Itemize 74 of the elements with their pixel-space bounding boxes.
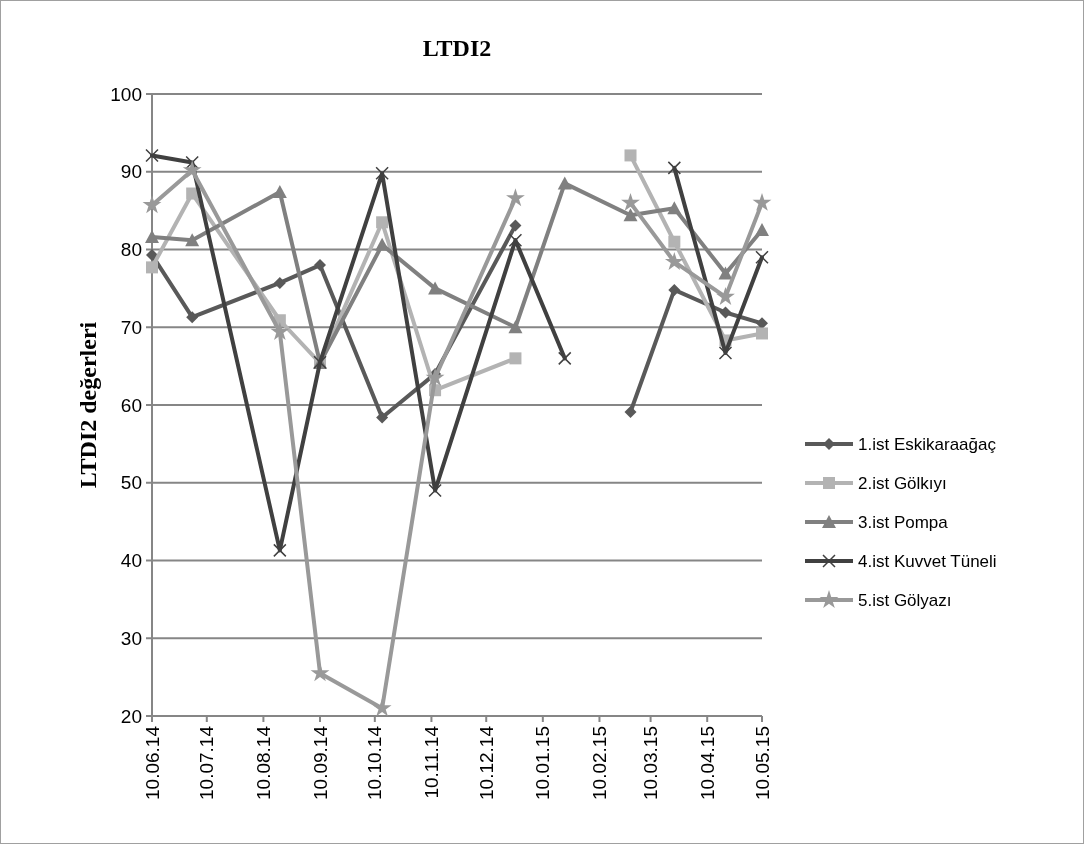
y-tick-label: 40 [120,550,142,572]
y-tick-label: 100 [110,83,142,105]
point [558,351,572,366]
point [142,195,162,214]
y-tick-label: 60 [120,394,142,416]
point [667,201,682,215]
point [752,192,772,211]
point [314,259,327,272]
point [186,187,199,200]
point [425,367,445,386]
point [273,276,286,289]
legend-label: 5.ist Gölyazı [858,590,952,610]
point [624,406,637,418]
point [664,252,684,270]
point [624,149,637,162]
x-tick-label: 10.09.14 [309,725,331,800]
x-tick-label: 10.05.15 [751,726,773,800]
y-tick-label: 30 [120,627,142,649]
legend-label: 2.ist Gölkıyı [858,473,947,493]
x-tick-label: 10.08.14 [253,725,275,800]
x-tick-label: 10.04.15 [696,726,718,800]
point [376,411,389,424]
point [509,352,522,365]
legend-label: 3.ist Pompa [858,512,949,532]
y-tick-label: 50 [120,472,142,494]
point [375,166,389,181]
point [272,184,287,198]
point [146,261,158,274]
x-tick-label: 10.07.14 [196,725,218,800]
point [621,192,640,211]
point [273,543,287,558]
point [716,287,735,305]
point [509,219,522,232]
x-tick-label: 10.11.14 [421,725,443,799]
x-tick-label: 10.10.14 [364,725,386,800]
point [718,346,733,360]
point [270,322,290,340]
point [372,698,392,717]
point [719,306,732,319]
point [508,233,523,247]
chart-title: LTDI2 [422,35,492,61]
point [557,176,572,190]
point [428,281,443,295]
point [623,208,638,222]
point [145,148,159,163]
point [668,283,681,296]
y-tick-label: 20 [120,705,142,727]
point [186,311,199,324]
y-tick-label: 90 [120,161,142,183]
point [508,320,523,334]
legend-label: 1.ist Eskikaraağaç [858,434,997,454]
point [185,155,199,170]
point [755,250,769,265]
y-axis-title: LTDI2 değerleri [75,321,101,489]
point [506,188,525,207]
point [145,230,159,244]
y-tick-label: 80 [120,239,142,261]
point [755,223,769,237]
point [756,327,768,340]
legend-label: 4.ist Kuvvet Tüneli [858,551,997,571]
y-tick-label: 70 [120,316,142,338]
x-tick-label: 10.02.15 [589,726,611,800]
x-tick-label: 10.12.14 [475,725,497,800]
point [668,235,681,248]
x-tick-label: 10.06.14 [141,725,163,800]
x-tick-label: 10.03.15 [640,726,662,800]
point [718,266,733,280]
x-tick-label: 10.01.15 [532,726,554,800]
point [146,248,158,261]
point [667,161,682,175]
point [182,160,202,179]
point [428,483,442,498]
point [376,216,389,229]
point [185,233,200,247]
